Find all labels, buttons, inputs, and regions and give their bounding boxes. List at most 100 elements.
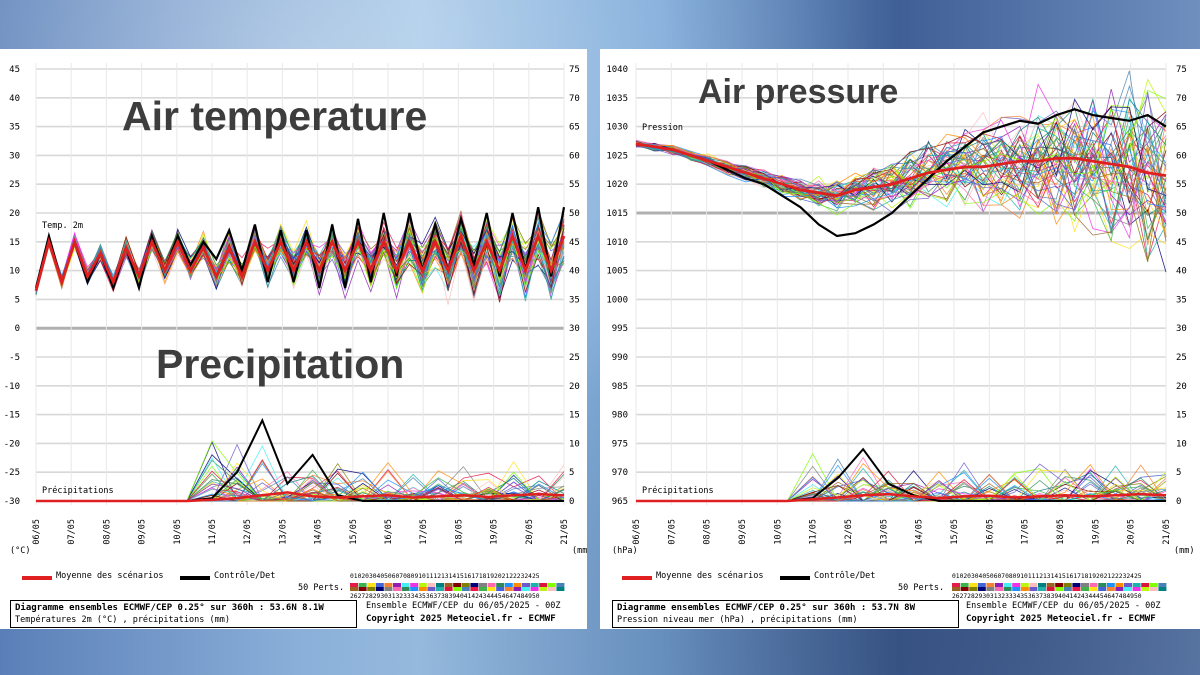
y-tick-label: 35 <box>9 123 20 133</box>
x-tick-label: 17/05 <box>1021 519 1031 545</box>
y-tick-label: -20 <box>4 439 20 449</box>
member-swatch <box>436 587 444 591</box>
member-swatch <box>1038 583 1046 587</box>
y-tick-label: 0 <box>15 324 20 334</box>
y-tick-label: 1005 <box>606 267 628 277</box>
x-tick-label: 07/05 <box>667 519 677 545</box>
y2-tick-label: 50 <box>569 209 580 219</box>
y-tick-label: 970 <box>612 468 628 478</box>
member-swatch <box>1124 587 1132 591</box>
y2-tick-label: 5 <box>569 468 574 478</box>
y-tick-label: -30 <box>4 497 20 507</box>
x-tick-label: 08/05 <box>102 519 112 545</box>
y2-tick-label: 30 <box>1176 324 1187 334</box>
precipitation-title: Precipitation <box>156 341 405 387</box>
y-tick-label: 1040 <box>606 65 628 75</box>
x-tick-label: 12/05 <box>243 519 253 545</box>
member-swatch <box>350 587 358 591</box>
x-tick-label: 08/05 <box>703 519 713 545</box>
member-numbers-bottom: 2627282930313233343536373839404142434445… <box>952 593 1142 600</box>
member-swatch <box>1063 583 1072 587</box>
mean-legend-swatch <box>622 576 652 580</box>
x-tick-label: 12/05 <box>844 519 854 545</box>
member-swatch <box>1098 583 1107 587</box>
footer-subtitle: Pression niveau mer (hPa) , précipitatio… <box>617 615 858 625</box>
x-tick-label: 15/05 <box>950 519 960 545</box>
y2-tick-label: 15 <box>1176 411 1187 421</box>
x-tick-label: 14/05 <box>314 519 324 545</box>
member-swatch <box>1106 587 1115 591</box>
member-swatch <box>556 583 565 587</box>
y-tick-label: -15 <box>4 411 20 421</box>
member-swatch <box>1020 583 1029 587</box>
y-tick-label: -10 <box>4 382 20 392</box>
y2-tick-label: 60 <box>569 151 580 161</box>
member-swatch <box>487 583 496 587</box>
y-tick-label: 5 <box>15 295 20 305</box>
member-swatch <box>427 587 436 591</box>
y-tick-label: -5 <box>9 353 20 363</box>
x-tick-label: 20/05 <box>525 519 535 545</box>
member-swatch <box>504 583 513 587</box>
ensemble-member-line <box>35 215 565 290</box>
control-series-line <box>635 108 1167 238</box>
member-swatch <box>375 583 384 587</box>
pressure-chart-panel: 1040 75 1035 70 1030 65 1025 60 1020 55 1015 50 1010… <box>600 49 1200 629</box>
footer-subtitle: Températures 2m (°C) , précipitations (m… <box>15 615 230 625</box>
y2-tick-label: 65 <box>569 123 580 133</box>
member-swatch <box>952 587 960 591</box>
series-label-bottom: Précipitations <box>42 485 114 496</box>
x-tick-label: 11/05 <box>809 519 819 545</box>
member-swatch <box>401 587 410 591</box>
member-swatch <box>1158 583 1167 587</box>
y-tick-label: 1030 <box>606 123 628 133</box>
member-swatch <box>444 587 453 591</box>
y-tick-label: 975 <box>612 439 628 449</box>
x-tick-label: 13/05 <box>278 519 288 545</box>
member-swatch <box>436 583 444 587</box>
y-tick-label: 995 <box>612 324 628 334</box>
member-swatch <box>986 587 995 591</box>
member-swatch <box>487 587 496 591</box>
member-swatch <box>453 583 462 587</box>
member-swatch <box>427 583 436 587</box>
series-label-top: Temp. 2m <box>42 221 83 231</box>
member-swatch <box>410 583 419 587</box>
member-swatch <box>479 583 487 587</box>
x-tick-label: 10/05 <box>173 519 183 545</box>
footer-info-box: Diagramme ensembles ECMWF/CEP 0.25° sur … <box>612 600 959 628</box>
y-tick-label: 1015 <box>606 209 628 219</box>
x-tick-label: 18/05 <box>454 519 464 545</box>
y-tick-label: 980 <box>612 411 628 421</box>
footer-title: Diagramme ensembles ECMWF/CEP 0.25° sur … <box>15 603 324 613</box>
x-tick-label: 17/05 <box>419 519 429 545</box>
member-swatch <box>1089 583 1098 587</box>
y-tick-label: 1000 <box>606 295 628 305</box>
y-tick-label: 40 <box>9 94 20 104</box>
x-tick-label: 09/05 <box>138 519 148 545</box>
y2-tick-label: 0 <box>1176 497 1181 507</box>
x-tick-label: 19/05 <box>1091 519 1101 545</box>
member-swatch <box>1003 587 1012 591</box>
y2-tick-label: 55 <box>1176 180 1187 190</box>
x-tick-label: 06/05 <box>32 519 42 545</box>
ensemble-member-line <box>35 234 565 293</box>
member-swatch <box>367 583 376 587</box>
y-tick-label: 965 <box>612 497 628 507</box>
air-temperature-title: Air temperature <box>122 93 428 139</box>
member-swatch <box>1038 587 1046 591</box>
y2-tick-label: 75 <box>1176 65 1187 75</box>
control-legend-swatch <box>180 576 210 580</box>
member-swatch <box>393 587 401 591</box>
member-swatch <box>995 587 1003 591</box>
y2-tick-label: 55 <box>569 180 580 190</box>
y-tick-label: 985 <box>612 382 628 392</box>
member-swatch <box>522 587 530 591</box>
member-swatch <box>384 583 393 587</box>
member-swatch <box>952 583 960 587</box>
member-swatch <box>977 587 986 591</box>
mean-precip-line <box>636 492 1167 503</box>
ensemble-member-line <box>635 107 1167 209</box>
member-swatch <box>393 583 401 587</box>
member-swatch <box>1012 587 1021 591</box>
